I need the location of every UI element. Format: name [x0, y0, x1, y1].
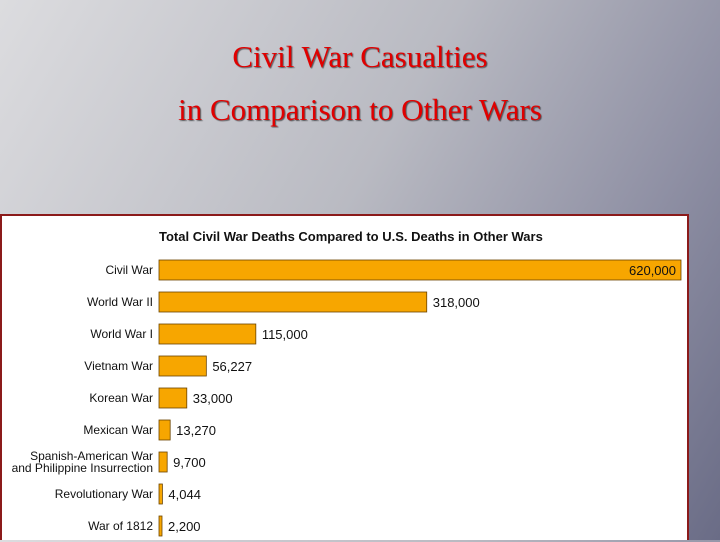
bar-0 [158, 259, 682, 281]
slide-title: Civil War Casualties in Comparison to Ot… [0, 30, 720, 136]
bar-1 [158, 291, 428, 313]
category-label-6: Spanish-American War and Philippine Insur… [12, 449, 153, 475]
value-label-3: 56,227 [212, 359, 252, 374]
bar-2 [158, 323, 257, 345]
bar-chart: Total Civil War Deaths Compared to U.S. … [12, 229, 682, 537]
category-label-3: Vietnam War [84, 359, 153, 373]
category-label-0: Civil War [105, 263, 153, 277]
bar-4 [158, 387, 188, 409]
value-label-0: 620,000 [629, 263, 676, 278]
chart-title: Total Civil War Deaths Compared to U.S. … [159, 229, 543, 244]
value-label-4: 33,000 [193, 391, 233, 406]
category-label-2: World War I [90, 327, 153, 341]
value-label-2: 115,000 [262, 327, 308, 342]
bar-3 [158, 355, 207, 377]
slide-title-line-2: in Comparison to Other Wars [178, 92, 542, 127]
category-label-5: Mexican War [83, 423, 153, 437]
category-label-7: Revolutionary War [55, 487, 153, 501]
category-label-1: World War II [87, 295, 153, 309]
value-label-1: 318,000 [433, 295, 480, 310]
slide-title-line-1: Civil War Casualties [232, 39, 488, 74]
bar-6 [158, 451, 168, 473]
category-label-4: Korean War [89, 391, 153, 405]
value-label-6: 9,700 [173, 455, 206, 470]
value-label-8: 2,200 [168, 519, 201, 534]
bar-5 [158, 419, 171, 441]
category-label-8: War of 1812 [88, 519, 153, 533]
bar-8 [158, 515, 163, 537]
value-label-7: 4,044 [168, 487, 201, 502]
chart-panel: Total Civil War Deaths Compared to U.S. … [0, 214, 689, 540]
value-label-5: 13,270 [176, 423, 216, 438]
bar-7 [158, 483, 163, 505]
